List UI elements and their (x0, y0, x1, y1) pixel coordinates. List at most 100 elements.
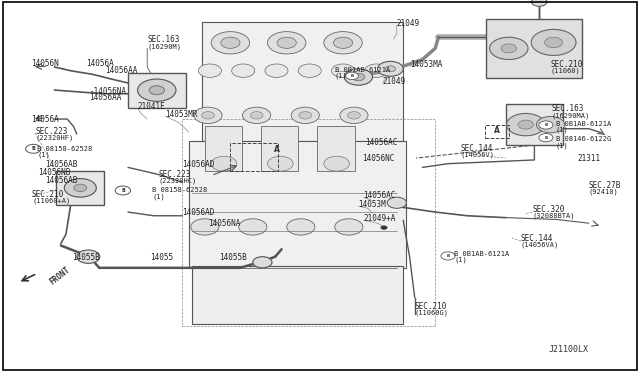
Text: 14056AA: 14056AA (106, 66, 138, 75)
Circle shape (344, 69, 372, 85)
Circle shape (115, 186, 131, 195)
Text: B 08158-62528: B 08158-62528 (152, 187, 207, 193)
Circle shape (381, 226, 387, 230)
Text: SEC.210: SEC.210 (415, 302, 447, 311)
Text: 14056AB: 14056AB (45, 176, 77, 185)
Bar (261, 126, 298, 171)
Text: B: B (545, 123, 547, 127)
Bar (192, 266, 403, 324)
Bar (189, 141, 406, 268)
Text: B: B (545, 136, 547, 140)
Text: SEC.144: SEC.144 (521, 234, 554, 243)
Circle shape (149, 86, 164, 95)
Circle shape (265, 64, 288, 77)
Circle shape (138, 79, 176, 102)
Text: 14053M: 14053M (358, 200, 386, 209)
Circle shape (531, 29, 576, 55)
Text: B: B (31, 146, 35, 151)
Text: SEC.320: SEC.320 (532, 205, 565, 214)
Text: 14056NA: 14056NA (208, 219, 241, 228)
Bar (230, 143, 278, 171)
Text: J21100LX: J21100LX (549, 345, 589, 354)
Circle shape (299, 112, 312, 119)
Text: (32088BTA): (32088BTA) (532, 213, 575, 219)
Text: (22320HC): (22320HC) (158, 178, 196, 185)
Text: (11060+A): (11060+A) (32, 197, 70, 204)
Text: (11060G): (11060G) (415, 310, 449, 317)
Text: (16290M): (16290M) (147, 43, 181, 50)
Circle shape (348, 112, 360, 119)
Bar (317, 126, 355, 171)
Bar (182, 119, 435, 326)
Circle shape (346, 72, 358, 80)
Circle shape (239, 219, 267, 235)
Text: SEC.223: SEC.223 (158, 170, 191, 179)
Circle shape (243, 107, 271, 124)
Bar (205, 126, 242, 171)
Text: B: B (351, 74, 353, 78)
Text: (16290MA): (16290MA) (552, 112, 590, 119)
Bar (202, 22, 403, 141)
Circle shape (191, 219, 219, 235)
Text: 14056A: 14056A (86, 59, 114, 68)
Text: 14056AC: 14056AC (365, 138, 397, 147)
Circle shape (365, 64, 388, 77)
Text: 14056NC: 14056NC (362, 154, 395, 163)
Text: SEC.163: SEC.163 (147, 35, 180, 44)
Circle shape (298, 64, 321, 77)
Text: SEC.163: SEC.163 (552, 104, 584, 113)
Text: 14055B: 14055B (72, 253, 99, 262)
Text: A: A (494, 126, 500, 135)
Text: 14056AD: 14056AD (182, 160, 215, 169)
Text: (1): (1) (152, 193, 165, 200)
Circle shape (333, 37, 353, 48)
Text: FRONT: FRONT (48, 265, 72, 287)
Text: (1): (1) (335, 73, 348, 79)
Circle shape (490, 37, 528, 60)
Text: (14056VA): (14056VA) (521, 241, 559, 248)
Circle shape (324, 32, 362, 54)
Text: SEC.27B: SEC.27B (589, 181, 621, 190)
Text: B 08146-6122G: B 08146-6122G (556, 136, 611, 142)
Circle shape (352, 73, 365, 81)
Text: 14056AB: 14056AB (45, 160, 77, 169)
Circle shape (250, 112, 263, 119)
Circle shape (539, 134, 553, 142)
Text: 14056AC: 14056AC (364, 191, 396, 200)
Circle shape (287, 219, 315, 235)
Text: B: B (447, 254, 449, 258)
Text: 21041E: 21041E (138, 102, 165, 110)
Text: 14056NB: 14056NB (38, 168, 71, 177)
Bar (128, 73, 186, 108)
Circle shape (198, 64, 221, 77)
Circle shape (291, 107, 319, 124)
Circle shape (232, 64, 255, 77)
Bar (485, 125, 509, 138)
Text: B 0B1AB-6121A: B 0B1AB-6121A (335, 67, 390, 73)
Circle shape (77, 250, 100, 263)
Text: SEC.223: SEC.223 (35, 127, 68, 136)
Circle shape (26, 144, 41, 153)
Text: SEC.210: SEC.210 (32, 190, 65, 199)
Text: B 0B1AB-6121A: B 0B1AB-6121A (454, 251, 509, 257)
Text: -14056NA: -14056NA (90, 87, 127, 96)
Text: SEC.210: SEC.210 (550, 60, 583, 69)
Circle shape (277, 37, 296, 48)
Circle shape (501, 44, 516, 53)
Circle shape (221, 37, 240, 48)
Text: (1): (1) (556, 127, 568, 134)
Bar (506, 104, 563, 145)
Text: 21049: 21049 (383, 77, 406, 86)
Text: B: B (121, 188, 125, 193)
Circle shape (202, 112, 214, 119)
Circle shape (268, 156, 293, 171)
Circle shape (194, 107, 222, 124)
Circle shape (211, 156, 237, 171)
Text: B 08158-62528: B 08158-62528 (37, 146, 92, 152)
Bar (486, 19, 582, 78)
Circle shape (536, 116, 564, 133)
Text: A: A (273, 145, 280, 154)
Circle shape (387, 197, 406, 208)
Circle shape (332, 64, 355, 77)
Text: 21049: 21049 (397, 19, 420, 28)
